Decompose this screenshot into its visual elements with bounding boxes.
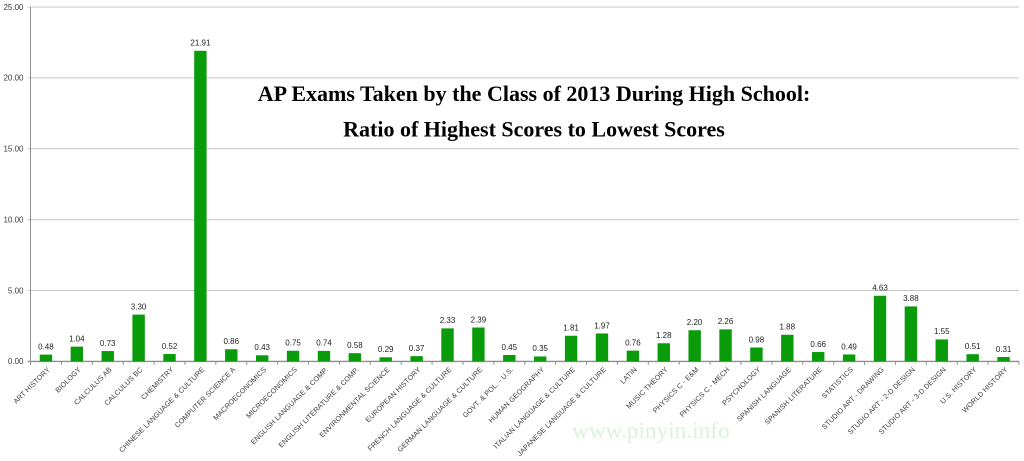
svg-text:10.00: 10.00 (3, 215, 24, 224)
svg-text:0.35: 0.35 (532, 344, 548, 353)
svg-text:2.26: 2.26 (718, 317, 734, 326)
svg-text:0.45: 0.45 (502, 343, 518, 352)
svg-text:3.30: 3.30 (131, 302, 147, 311)
svg-text:0.49: 0.49 (841, 342, 857, 351)
svg-text:25.00: 25.00 (3, 3, 24, 12)
svg-text:1.55: 1.55 (934, 327, 950, 336)
svg-text:20.00: 20.00 (3, 74, 24, 83)
svg-text:0.73: 0.73 (100, 339, 116, 348)
svg-text:15.00: 15.00 (3, 145, 24, 154)
svg-text:1.04: 1.04 (69, 335, 85, 344)
svg-text:0.66: 0.66 (810, 340, 826, 349)
svg-text:3.88: 3.88 (903, 294, 919, 303)
svg-text:0.48: 0.48 (38, 342, 54, 351)
svg-text:0.98: 0.98 (749, 335, 765, 344)
svg-text:0.75: 0.75 (285, 339, 301, 348)
svg-text:2.39: 2.39 (471, 315, 487, 324)
svg-text:1.97: 1.97 (594, 321, 610, 330)
svg-text:1.81: 1.81 (563, 324, 579, 333)
svg-text:0.00: 0.00 (8, 357, 24, 366)
svg-text:2.33: 2.33 (440, 316, 456, 325)
svg-text:0.51: 0.51 (965, 342, 981, 351)
svg-text:0.52: 0.52 (162, 342, 178, 351)
svg-text:4.63: 4.63 (872, 284, 888, 293)
svg-text:0.74: 0.74 (316, 339, 332, 348)
svg-text:2.20: 2.20 (687, 318, 703, 327)
svg-text:AP Exams Taken by the Class of: AP Exams Taken by the Class of 2013 Duri… (258, 81, 811, 106)
svg-text:0.37: 0.37 (409, 344, 425, 353)
svg-text:www.pinyin.info: www.pinyin.info (572, 418, 730, 444)
svg-text:0.31: 0.31 (996, 345, 1012, 354)
svg-text:0.76: 0.76 (625, 338, 641, 347)
svg-text:Ratio of Highest Scores to Low: Ratio of Highest Scores to Lowest Scores (343, 116, 725, 141)
svg-text:1.28: 1.28 (656, 331, 672, 340)
svg-text:21.91: 21.91 (190, 39, 211, 48)
svg-text:5.00: 5.00 (8, 286, 24, 295)
svg-text:1.88: 1.88 (780, 323, 796, 332)
svg-text:0.29: 0.29 (378, 345, 394, 354)
svg-text:0.58: 0.58 (347, 341, 363, 350)
svg-text:0.86: 0.86 (224, 337, 240, 346)
svg-text:0.43: 0.43 (254, 343, 270, 352)
